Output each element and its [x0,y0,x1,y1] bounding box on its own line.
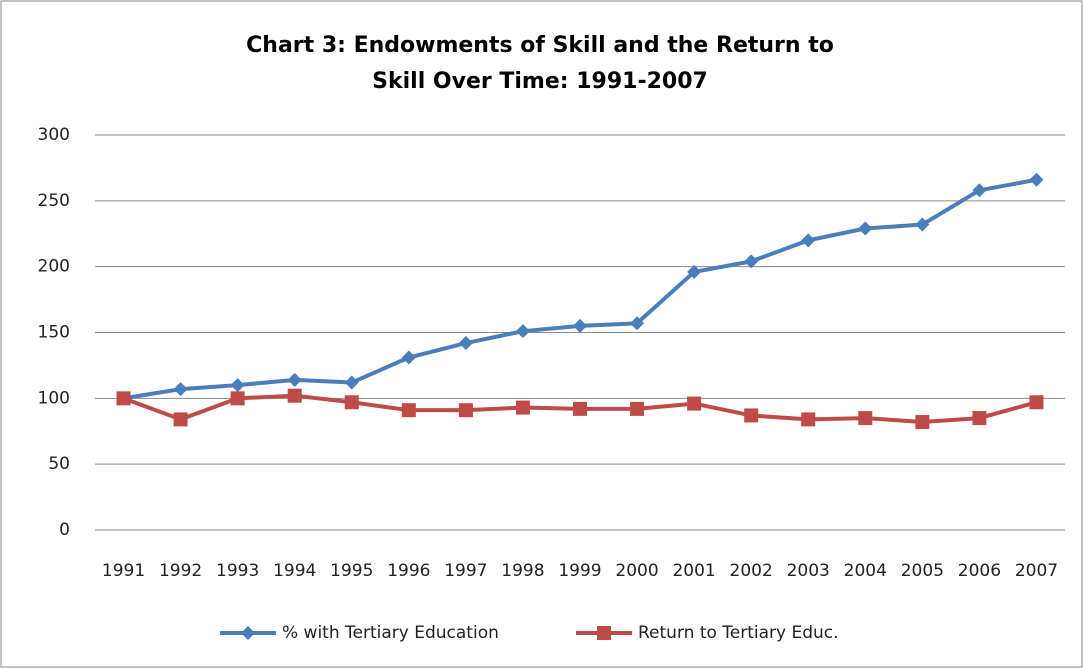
point [515,400,530,415]
point [458,403,473,418]
point [801,412,816,427]
point [287,372,302,387]
y-tick-label: 200 [38,257,70,277]
legend-marker [597,626,611,640]
x-tick-label: 2000 [615,561,658,581]
x-tick-label: 1996 [387,561,430,581]
y-tick-label: 150 [38,323,70,343]
y-tick-label: 300 [38,125,70,145]
x-tick-label: 2001 [672,561,715,581]
point [573,318,587,333]
x-tick-label: 2006 [958,561,1001,581]
x-tick-label: 1999 [558,561,601,581]
point [1029,395,1044,410]
point [915,415,930,430]
point [687,264,702,279]
y-tick-label: 0 [59,520,70,540]
point [972,183,987,198]
point [630,401,645,416]
x-tick-label: 1997 [444,561,487,581]
x-tick-label: 2003 [787,561,830,581]
x-tick-label: 1994 [273,561,316,581]
point [344,375,359,390]
point [1029,172,1044,187]
point [401,403,416,418]
x-tick-label: 2002 [730,561,773,581]
point [287,388,302,403]
point [230,378,245,393]
point [915,217,930,232]
x-tick-label: 1995 [330,561,373,581]
y-tick-label: 50 [48,454,70,474]
point [515,324,530,339]
point [687,396,702,411]
point [858,411,873,426]
y-tick-label: 100 [38,388,70,408]
point [458,336,473,351]
x-tick-label: 1992 [159,561,202,581]
x-tick-label: 1991 [102,561,145,581]
x-tick-label: 2005 [901,561,944,581]
point [801,233,816,248]
x-tick-label: 2004 [844,561,887,581]
point [972,411,987,426]
point [344,395,359,410]
point [744,254,759,269]
point [116,391,131,406]
point [230,391,245,406]
chart-title: Chart 3: Endowments of Skill and the Ret… [246,33,834,94]
x-tick-label: 1993 [216,561,259,581]
point [401,350,416,365]
y-tick-label: 250 [38,191,70,211]
x-tick-label: 2007 [1015,561,1058,581]
point [173,382,188,397]
legend-label: Return to Tertiary Educ. [638,623,839,643]
point [630,316,645,331]
point [173,412,188,427]
point [858,221,873,236]
x-tick-label: 1998 [501,561,544,581]
legend-label: % with Tertiary Education [282,623,499,643]
point [573,401,587,416]
legend-marker [241,626,255,640]
point [744,408,759,423]
